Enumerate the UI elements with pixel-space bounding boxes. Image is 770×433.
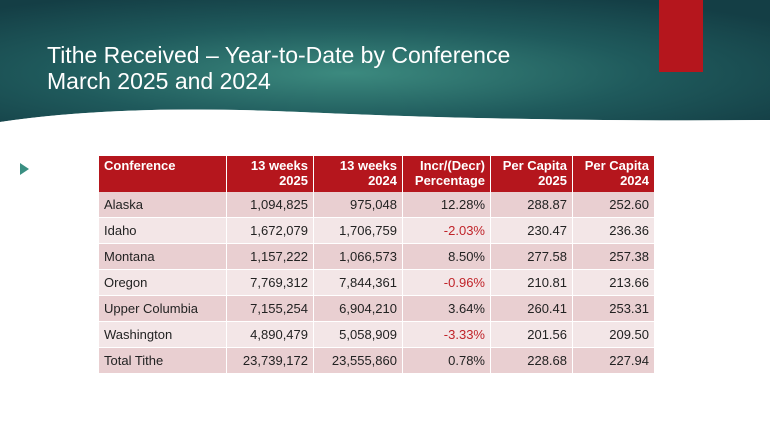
cell-conference: Idaho bbox=[99, 217, 227, 244]
cell-2025: 7,155,254 bbox=[226, 295, 314, 322]
slide-title: Tithe Received – Year-to-Date by Confere… bbox=[47, 42, 510, 94]
cell-percentage: -0.96% bbox=[402, 269, 491, 296]
tithe-table: Conference 13 weeks 2025 13 weeks 2024 Inc… bbox=[99, 156, 655, 374]
cell-2024: 1,066,573 bbox=[313, 243, 403, 270]
cell-per-capita-2025: 201.56 bbox=[490, 321, 573, 348]
cell-per-capita-2025: 288.87 bbox=[490, 192, 573, 218]
cell-2025: 1,672,079 bbox=[226, 217, 314, 244]
cell-per-capita-2024: 236.36 bbox=[572, 217, 655, 244]
cell-per-capita-2024: 252.60 bbox=[572, 192, 655, 218]
title-line-1: Tithe Received – Year-to-Date by Confere… bbox=[47, 42, 511, 68]
cell-per-capita-2024: 253.31 bbox=[572, 295, 655, 322]
table-row: Washington 4,890,479 5,058,909 -3.33% 20… bbox=[99, 321, 655, 348]
header-13-weeks-2025: 13 weeks 2025 bbox=[226, 156, 314, 192]
cell-percentage: 0.78% bbox=[402, 347, 491, 374]
title-line-2: March 2025 and 2024 bbox=[47, 68, 271, 94]
cell-per-capita-2025: 230.47 bbox=[490, 217, 573, 244]
cell-percentage: -3.33% bbox=[402, 321, 491, 348]
cell-percentage: -2.03% bbox=[402, 217, 491, 244]
table-header-row: Conference 13 weeks 2025 13 weeks 2024 Inc… bbox=[99, 156, 655, 192]
cell-2024: 5,058,909 bbox=[313, 321, 403, 348]
header-per-capita-2024: Per Capita 2024 bbox=[572, 156, 655, 192]
cell-per-capita-2025: 277.58 bbox=[490, 243, 573, 270]
cell-per-capita-2025: 210.81 bbox=[490, 269, 573, 296]
cell-2025: 4,890,479 bbox=[226, 321, 314, 348]
cell-per-capita-2024: 213.66 bbox=[572, 269, 655, 296]
cell-percentage: 12.28% bbox=[402, 192, 491, 218]
header-background bbox=[0, 0, 770, 133]
cell-conference: Montana bbox=[99, 243, 227, 270]
cell-2024: 23,555,860 bbox=[313, 347, 403, 374]
cell-conference: Washington bbox=[99, 321, 227, 348]
cell-2025: 1,094,825 bbox=[226, 192, 314, 218]
cell-conference: Oregon bbox=[99, 269, 227, 296]
header-per-capita-2025: Per Capita 2025 bbox=[490, 156, 573, 192]
cell-per-capita-2025: 260.41 bbox=[490, 295, 573, 322]
cell-conference: Total Tithe bbox=[99, 347, 227, 374]
table-row: Upper Columbia 7,155,254 6,904,210 3.64%… bbox=[99, 295, 655, 322]
cell-2025: 23,739,172 bbox=[226, 347, 314, 374]
cell-2024: 975,048 bbox=[313, 192, 403, 218]
cell-2025: 7,769,312 bbox=[226, 269, 314, 296]
cell-per-capita-2025: 228.68 bbox=[490, 347, 573, 374]
cell-per-capita-2024: 227.94 bbox=[572, 347, 655, 374]
accent-bar bbox=[659, 0, 703, 72]
header-conference: Conference bbox=[99, 156, 227, 192]
cell-percentage: 8.50% bbox=[402, 243, 491, 270]
bullet-arrow-icon bbox=[20, 163, 29, 175]
table-row: Alaska 1,094,825 975,048 12.28% 288.87 2… bbox=[99, 192, 655, 218]
header-13-weeks-2024: 13 weeks 2024 bbox=[313, 156, 403, 192]
table-row: Montana 1,157,222 1,066,573 8.50% 277.58… bbox=[99, 243, 655, 270]
cell-percentage: 3.64% bbox=[402, 295, 491, 322]
cell-conference: Upper Columbia bbox=[99, 295, 227, 322]
cell-2024: 1,706,759 bbox=[313, 217, 403, 244]
cell-2025: 1,157,222 bbox=[226, 243, 314, 270]
cell-per-capita-2024: 257.38 bbox=[572, 243, 655, 270]
cell-conference: Alaska bbox=[99, 192, 227, 218]
table-row: Idaho 1,672,079 1,706,759 -2.03% 230.47 … bbox=[99, 217, 655, 244]
table-total-row: Total Tithe 23,739,172 23,555,860 0.78% … bbox=[99, 347, 655, 374]
header-percentage: Incr/(Decr) Percentage bbox=[402, 156, 491, 192]
table-row: Oregon 7,769,312 7,844,361 -0.96% 210.81… bbox=[99, 269, 655, 296]
cell-2024: 6,904,210 bbox=[313, 295, 403, 322]
cell-per-capita-2024: 209.50 bbox=[572, 321, 655, 348]
cell-2024: 7,844,361 bbox=[313, 269, 403, 296]
